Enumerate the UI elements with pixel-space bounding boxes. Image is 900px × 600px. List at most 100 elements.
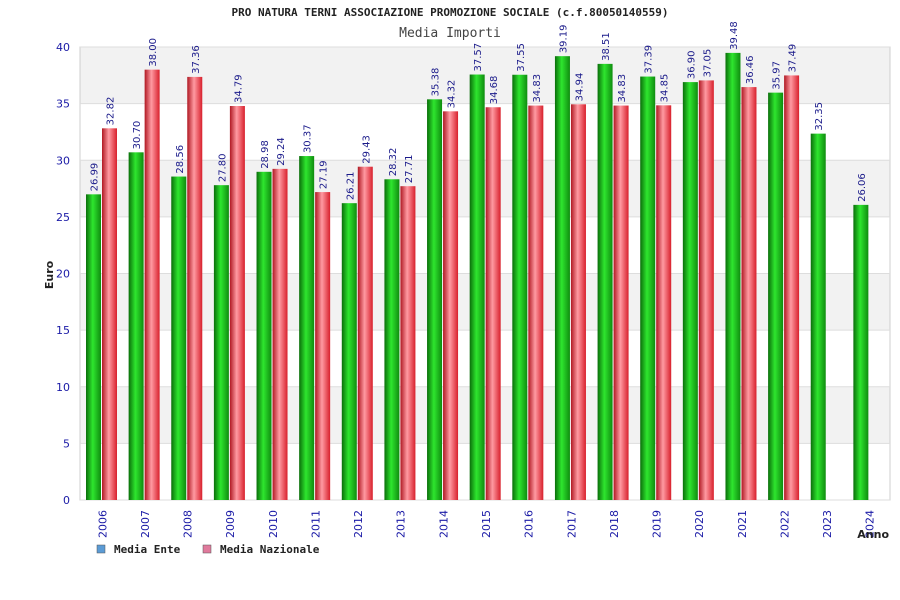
- data-label: 37.57: [473, 43, 484, 72]
- data-label: 30.70: [132, 121, 143, 150]
- x-tick-label: 2016: [523, 510, 536, 538]
- bar-media-nazionale: [315, 192, 331, 501]
- x-tick-label: 2024: [864, 510, 877, 538]
- data-label: 37.55: [516, 43, 527, 72]
- chart-title: PRO NATURA TERNI ASSOCIAZIONE PROMOZIONE…: [231, 6, 668, 19]
- data-label: 34.32: [447, 80, 458, 109]
- data-label: 36.46: [745, 55, 756, 84]
- data-label: 32.35: [814, 102, 825, 131]
- y-tick-label: 30: [56, 154, 70, 167]
- bar-media-ente: [427, 99, 443, 500]
- x-axis-ticks: 2006 2007 2008 2009 2010 2011 2012 2013 2014 2015…: [96, 510, 876, 538]
- bar-media-ente: [128, 152, 144, 500]
- data-labels: 26.99 32.82 30.70 38.00 28.56 37.36 27.80 34.79…: [90, 21, 868, 202]
- legend: Media Ente Media Nazionale: [96, 543, 320, 556]
- data-label: 37.49: [788, 44, 799, 73]
- data-label: 27.19: [319, 160, 330, 189]
- data-label: 34.83: [532, 74, 543, 103]
- x-tick-label: 2014: [437, 510, 450, 538]
- y-tick-label: 40: [56, 41, 70, 54]
- bar-media-nazionale: [485, 107, 501, 501]
- data-label: 34.68: [489, 76, 500, 105]
- bar-media-ente: [213, 185, 229, 501]
- bar-media-nazionale: [272, 168, 288, 500]
- y-axis-ticks: 0 5 10 15 20 25 30 35 40: [56, 41, 70, 507]
- data-label: 32.82: [106, 97, 117, 126]
- y-tick-label: 5: [63, 437, 70, 450]
- data-label: 34.79: [233, 74, 244, 103]
- x-axis-label: Anno: [857, 528, 889, 541]
- data-label: 37.36: [191, 45, 202, 74]
- bar-media-ente: [640, 76, 656, 500]
- x-tick-label: 2020: [693, 510, 706, 538]
- bar-media-nazionale: [443, 111, 459, 501]
- x-tick-label: 2008: [182, 510, 195, 538]
- bar-media-ente: [469, 74, 485, 501]
- x-tick-label: 2017: [565, 510, 578, 538]
- data-label: 26.21: [345, 172, 356, 201]
- bar-media-nazionale: [784, 75, 800, 500]
- bar-media-nazionale: [656, 105, 672, 500]
- data-label: 35.97: [772, 61, 783, 90]
- y-axis-label: Euro: [43, 260, 56, 289]
- y-tick-label: 0: [63, 494, 70, 507]
- x-tick-label: 2019: [651, 510, 664, 538]
- bars: [86, 52, 869, 501]
- x-tick-label: 2012: [352, 510, 365, 538]
- data-label: 35.38: [431, 68, 442, 97]
- y-tick-label: 10: [56, 381, 70, 394]
- bar-media-nazionale: [187, 76, 203, 500]
- data-label: 30.37: [303, 124, 314, 153]
- x-tick-label: 2013: [395, 510, 408, 538]
- bar-media-nazionale: [229, 106, 245, 501]
- y-tick-label: 25: [56, 211, 70, 224]
- y-tick-label: 35: [56, 98, 70, 111]
- data-label: 28.56: [175, 145, 186, 174]
- data-label: 28.98: [260, 140, 271, 169]
- bar-media-ente: [299, 156, 315, 500]
- data-label: 38.00: [148, 38, 159, 67]
- bar-media-ente: [171, 176, 187, 501]
- bar-media-ente: [384, 179, 400, 500]
- bar-media-nazionale: [357, 166, 373, 500]
- x-tick-label: 2023: [821, 510, 834, 538]
- legend-swatch-media-ente: [96, 544, 106, 554]
- data-label: 39.48: [729, 21, 740, 50]
- data-label: 38.51: [601, 32, 612, 61]
- data-label: 26.99: [90, 163, 101, 192]
- bar-media-ente: [810, 133, 826, 501]
- data-label: 26.06: [857, 173, 868, 202]
- data-label: 37.39: [644, 45, 655, 74]
- data-label: 27.71: [404, 155, 415, 184]
- bar-media-nazionale: [528, 105, 544, 501]
- data-label: 34.94: [574, 73, 585, 102]
- bar-media-ente: [768, 92, 784, 501]
- data-label: 34.85: [660, 74, 671, 103]
- data-label: 36.90: [686, 50, 697, 79]
- legend-label-media-ente: Media Ente: [114, 543, 181, 556]
- bar-media-ente: [341, 203, 357, 500]
- legend-swatch-media-nazionale: [202, 544, 212, 554]
- bar-media-ente: [597, 63, 613, 501]
- y-tick-label: 20: [56, 268, 70, 281]
- data-label: 39.19: [558, 25, 569, 54]
- x-tick-label: 2006: [96, 510, 109, 538]
- bar-media-ente: [86, 194, 101, 500]
- data-label: 34.83: [617, 74, 628, 103]
- bar-media-nazionale: [400, 186, 416, 500]
- bar-media-nazionale: [741, 87, 757, 500]
- x-tick-label: 2015: [480, 510, 493, 538]
- data-label: 29.24: [276, 137, 287, 166]
- data-label: 27.80: [217, 154, 228, 183]
- y-tick-label: 15: [56, 324, 70, 337]
- data-label: 28.32: [388, 148, 399, 177]
- bar-media-nazionale: [613, 105, 629, 501]
- chart-subtitle: Media Importi: [399, 26, 501, 41]
- bar-media-ente: [853, 204, 869, 501]
- bar-media-ente: [725, 52, 741, 500]
- bar-media-ente: [256, 171, 272, 500]
- x-tick-label: 2010: [267, 510, 280, 538]
- bar-media-nazionale: [698, 80, 714, 500]
- bar-media-nazionale: [102, 128, 117, 500]
- x-tick-label: 2018: [608, 510, 621, 538]
